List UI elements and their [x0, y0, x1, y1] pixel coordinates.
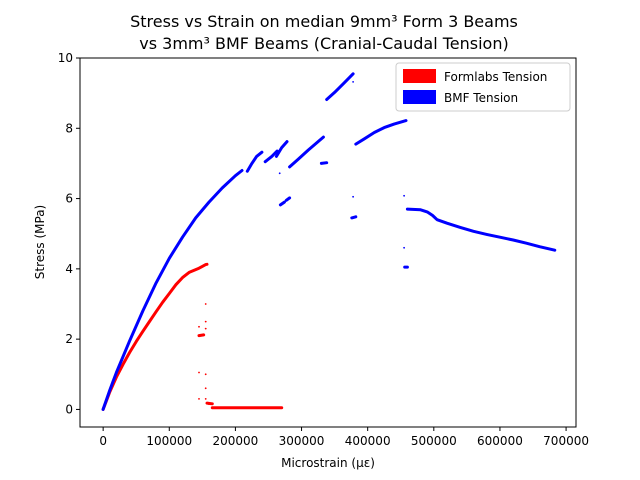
x-tick-label: 500000	[411, 434, 457, 448]
series-bmf-point	[403, 194, 405, 197]
plot-frame	[79, 57, 577, 428]
y-tick-label: 10	[58, 51, 73, 65]
x-tick-label: 700000	[543, 434, 589, 448]
x-tick-label: 400000	[345, 434, 391, 448]
series-formlabs-point	[204, 320, 207, 323]
series-bmf-point	[403, 246, 405, 249]
series-formlabs-point	[198, 371, 200, 374]
series-bmf-point	[352, 81, 354, 83]
series-formlabs-point	[208, 403, 210, 406]
series-bmf-curve	[354, 119, 408, 146]
y-tick-label: 0	[65, 402, 73, 416]
series-bmf-curve	[319, 161, 329, 165]
series-bmf-curve	[325, 72, 355, 101]
series-formlabs-curve	[197, 333, 206, 338]
series-formlabs-curve	[101, 262, 209, 411]
series-bmf-curve	[101, 169, 244, 411]
series-formlabs-point	[204, 373, 207, 376]
series-formlabs-point	[204, 387, 207, 390]
x-tick-label: 0	[99, 434, 107, 448]
series-bmf-curve	[245, 150, 264, 173]
series-formlabs-point	[198, 325, 200, 328]
series-formlabs-point	[204, 303, 207, 305]
y-tick-label: 8	[65, 121, 73, 135]
series-formlabs-point	[198, 398, 200, 400]
y-tick-label: 2	[65, 332, 73, 346]
series-bmf-curve	[278, 200, 286, 207]
x-axis-label: Microstrain (με)	[281, 456, 375, 470]
y-axis-label: Stress (MPa)	[33, 205, 47, 279]
x-tick-label: 100000	[146, 434, 192, 448]
y-axis: 0 2 4 6 8 10	[58, 51, 80, 416]
legend-box	[395, 62, 571, 112]
series-bmf-curve	[263, 149, 279, 164]
x-tick-label: 600000	[477, 434, 523, 448]
series-bmf-curve	[350, 215, 358, 220]
legend-label-bmf: BMF Tension	[444, 91, 518, 105]
series-bmf-curve	[405, 207, 557, 252]
x-tick-label: 300000	[279, 434, 325, 448]
series-formlabs-point	[204, 398, 207, 400]
y-tick-label: 4	[65, 262, 73, 276]
series-formlabs-curve	[205, 401, 214, 406]
legend-swatch-bmf	[403, 90, 436, 104]
series-bmf-curve	[274, 140, 289, 158]
legend: Formlabs Tension BMF Tension	[395, 62, 571, 112]
series-formlabs-point	[204, 327, 207, 330]
series-bmf-point	[352, 195, 354, 198]
series-bmf-point	[278, 172, 281, 175]
series-bmf-curve	[288, 135, 325, 169]
chart-title-line-2: vs 3mm³ BMF Beams (Cranial-Caudal Tensio…	[139, 34, 508, 53]
y-tick-label: 6	[65, 192, 73, 206]
series-layer	[101, 72, 557, 411]
x-tick-label: 200000	[213, 434, 259, 448]
legend-label-formlabs: Formlabs Tension	[444, 70, 547, 84]
chart-title-line-1: Stress vs Strain on median 9mm³ Form 3 B…	[130, 12, 518, 31]
series-bmf-curve	[284, 196, 292, 202]
plot-area	[79, 57, 577, 428]
legend-swatch-formlabs	[403, 69, 436, 83]
x-axis: 0 100000 200000 300000 400000 500000 600000 700…	[99, 427, 589, 448]
